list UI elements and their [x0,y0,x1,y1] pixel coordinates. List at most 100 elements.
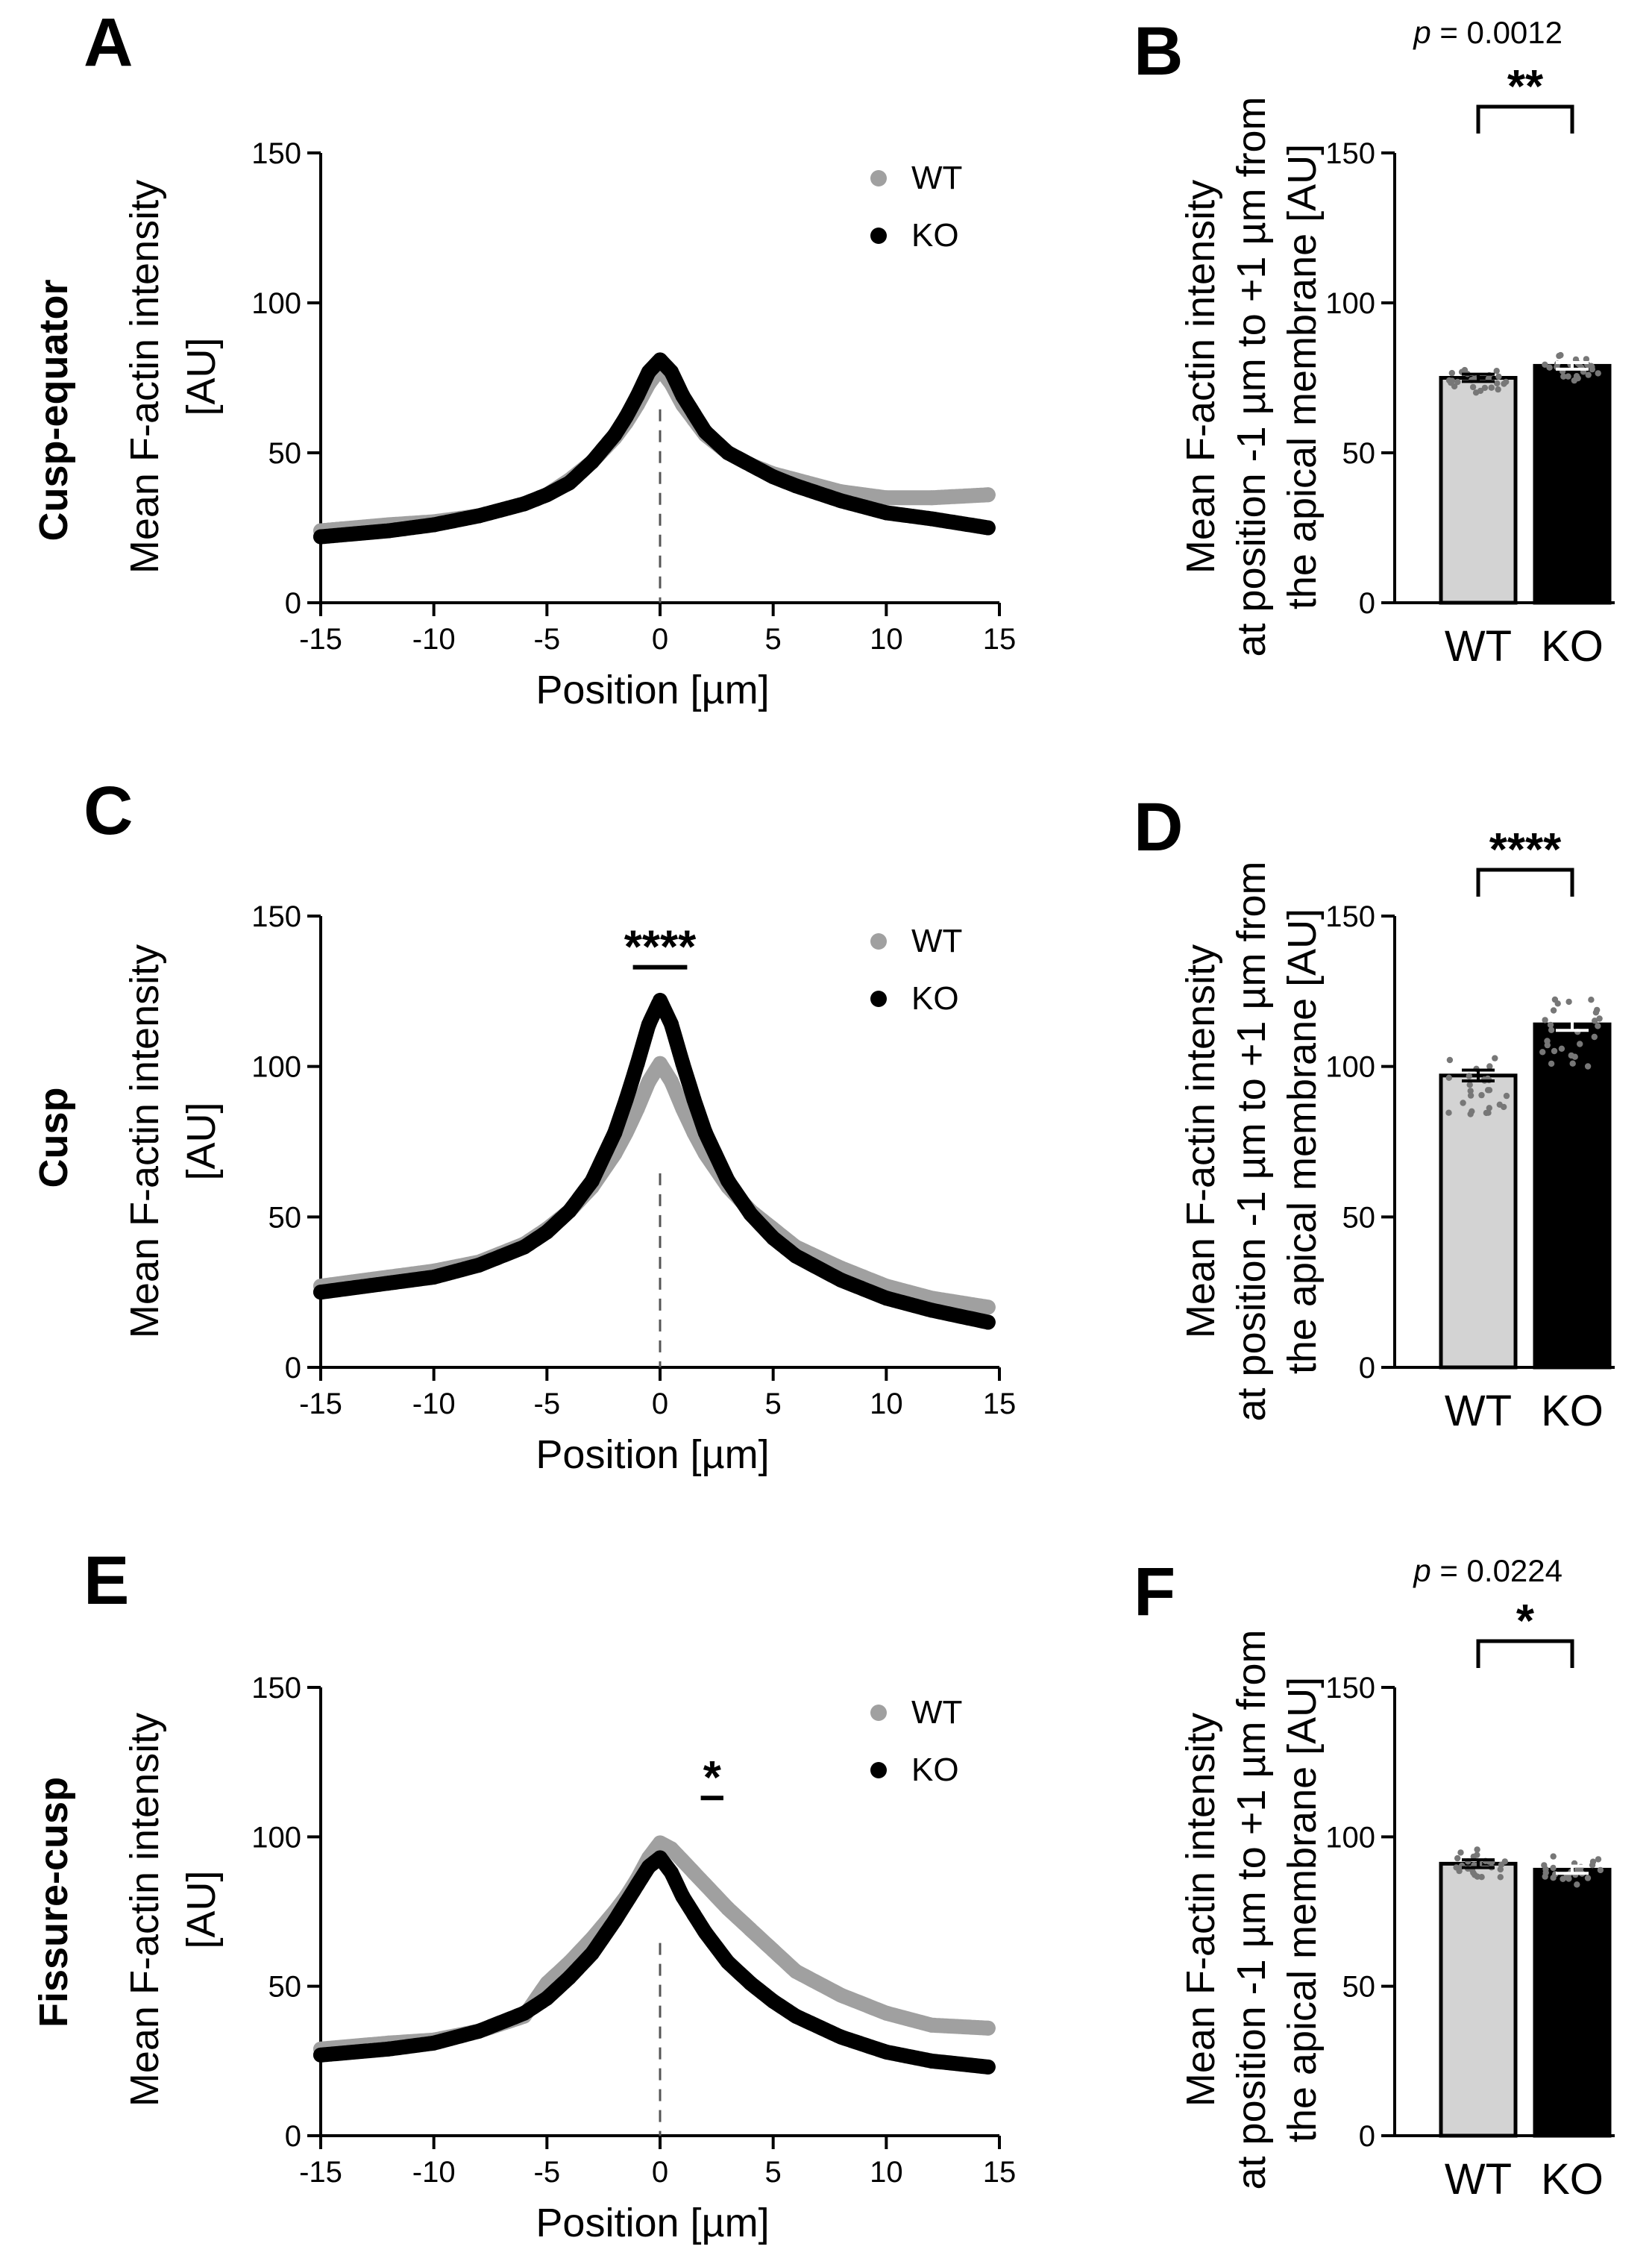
bar-data-point [1597,1866,1604,1874]
bar-data-point [1591,1033,1598,1041]
bar-data-point [1478,1091,1485,1099]
data-point-ko [381,2041,396,2057]
y-tick-label: 50 [1342,1201,1376,1234]
p-value-prefix: p [1412,15,1430,50]
x-axis-title: Position [µm] [536,668,769,712]
row-label-cusp-equator: Cusp-equator [31,280,76,542]
y-tick-label: 100 [1325,287,1375,320]
data-point-ko [653,352,668,368]
bar-data-point [1503,1092,1510,1100]
x-tick-label: -5 [534,1388,561,1420]
bar-data-point [1574,1881,1580,1888]
x-tick-label: -10 [412,1388,456,1420]
data-point-wt [833,1987,849,2003]
x-tick-label: 15 [983,623,1017,656]
data-point-ko [675,1056,691,1071]
y-axis-title-line-2: at position -1 µm to +1 µm from [1229,97,1274,657]
bar-data-point [1550,1007,1557,1014]
bar-ko [1533,1022,1612,1370]
data-point-wt [879,490,894,506]
data-point-wt [675,1853,691,1869]
bar-data-point [1544,1041,1551,1049]
y-axis-title-line-1: Mean F-actin intensity [1178,1713,1223,2107]
bar-data-point [1585,371,1592,378]
x-tick-label: 10 [870,623,903,656]
x-tick-label: -15 [299,2156,342,2189]
significance-stars: ** [1507,61,1544,113]
bar-data-point [1497,1866,1504,1873]
data-point-ko [426,1270,442,1285]
error-bar-ko [1556,1017,1589,1032]
y-axis-title-line-1: Mean F-actin intensity [1178,180,1223,574]
significance-stars: **** [1489,824,1562,876]
bar-data-point [1568,1052,1574,1059]
data-point-ko [743,1975,759,1991]
bar-data-point [1466,1082,1473,1088]
data-point-ko [664,364,679,380]
y-axis-title-line-2: [AU] [179,337,224,416]
y-axis-title-line-1: Mean F-actin intensity [122,1713,167,2107]
bar-data-point [1486,1087,1493,1094]
bar-data-point [1481,384,1489,392]
bar-ko [1533,1867,1612,2138]
legend-label-wt: WT [911,1694,962,1731]
data-point-ko [585,1945,600,1961]
bar-data-point [1467,1088,1474,1094]
error-bar-wt [1462,372,1495,383]
series-ko [313,992,996,1330]
data-point-ko [641,1017,656,1032]
bar-data-point [1467,1111,1474,1117]
bar-plot-b: 0 50 100 150 WT KO ** [1325,61,1615,671]
bar-data-point [1497,1874,1504,1881]
panel-a: A Cusp-equator Mean F-actin intensity [A… [31,4,1016,712]
data-point-ko [517,2005,532,2021]
data-point-wt [924,490,939,506]
row-label-fissure-cusp: Fissure-cusp [31,1777,76,2028]
bar-plot-f: 0 50 100 150 WT KO * [1325,1596,1615,2204]
data-point-ko [980,1314,996,1330]
y-tick-label: 100 [1325,1051,1375,1084]
legend-label-ko: KO [911,217,959,254]
bracket-line [1476,1639,1574,1668]
bar-data-point [1448,377,1456,384]
series-ko [313,1850,996,2075]
category-label-wt: WT [1445,2155,1512,2204]
data-point-wt [980,2020,996,2036]
series-curve-ko [313,994,996,1330]
legend: WT KO [870,160,962,254]
p-value-number: = 0.0012 [1431,15,1563,50]
category-label-wt: WT [1445,622,1512,671]
bar-data-point [1501,380,1507,387]
data-point-ko [607,1913,623,1928]
significance-bracket: * [1476,1596,1574,1668]
data-point-ko [618,1895,634,1910]
y-axis-title-line-2: [AU] [179,1102,224,1180]
y-tick-label: 100 [251,1051,301,1084]
data-point-wt [743,1922,759,1937]
y-axis-title-line-3: the apical membrane [AU] [1280,144,1325,609]
data-point-ko [686,1907,702,1922]
data-point-ko [743,457,759,473]
x-tick-label: 10 [870,2156,903,2189]
data-point-ko [641,364,656,380]
x-tick-label: 0 [652,623,668,656]
legend: WT KO [870,923,962,1017]
error-bar-wt [1462,1068,1495,1083]
bar-data-point [1454,1854,1461,1862]
bar-data-point [1445,1109,1452,1116]
bar-data-point [1448,369,1456,377]
data-point-ko [788,478,803,494]
data-point-wt [629,1101,645,1117]
category-label-ko: KO [1541,2155,1604,2204]
data-point-wt [879,2005,894,2021]
data-point-ko [664,1017,679,1032]
x-tick-label: 15 [983,1388,1017,1420]
y-tick-label: 150 [1325,137,1375,170]
bar-data-point [1548,1060,1555,1067]
data-point-ko [426,2035,442,2051]
legend-marker-wt [870,1705,887,1721]
bracket-line [1476,104,1574,134]
data-point-ko [788,2008,803,2024]
y-tick-label: 0 [285,587,301,620]
bar-data-point [1494,380,1501,387]
